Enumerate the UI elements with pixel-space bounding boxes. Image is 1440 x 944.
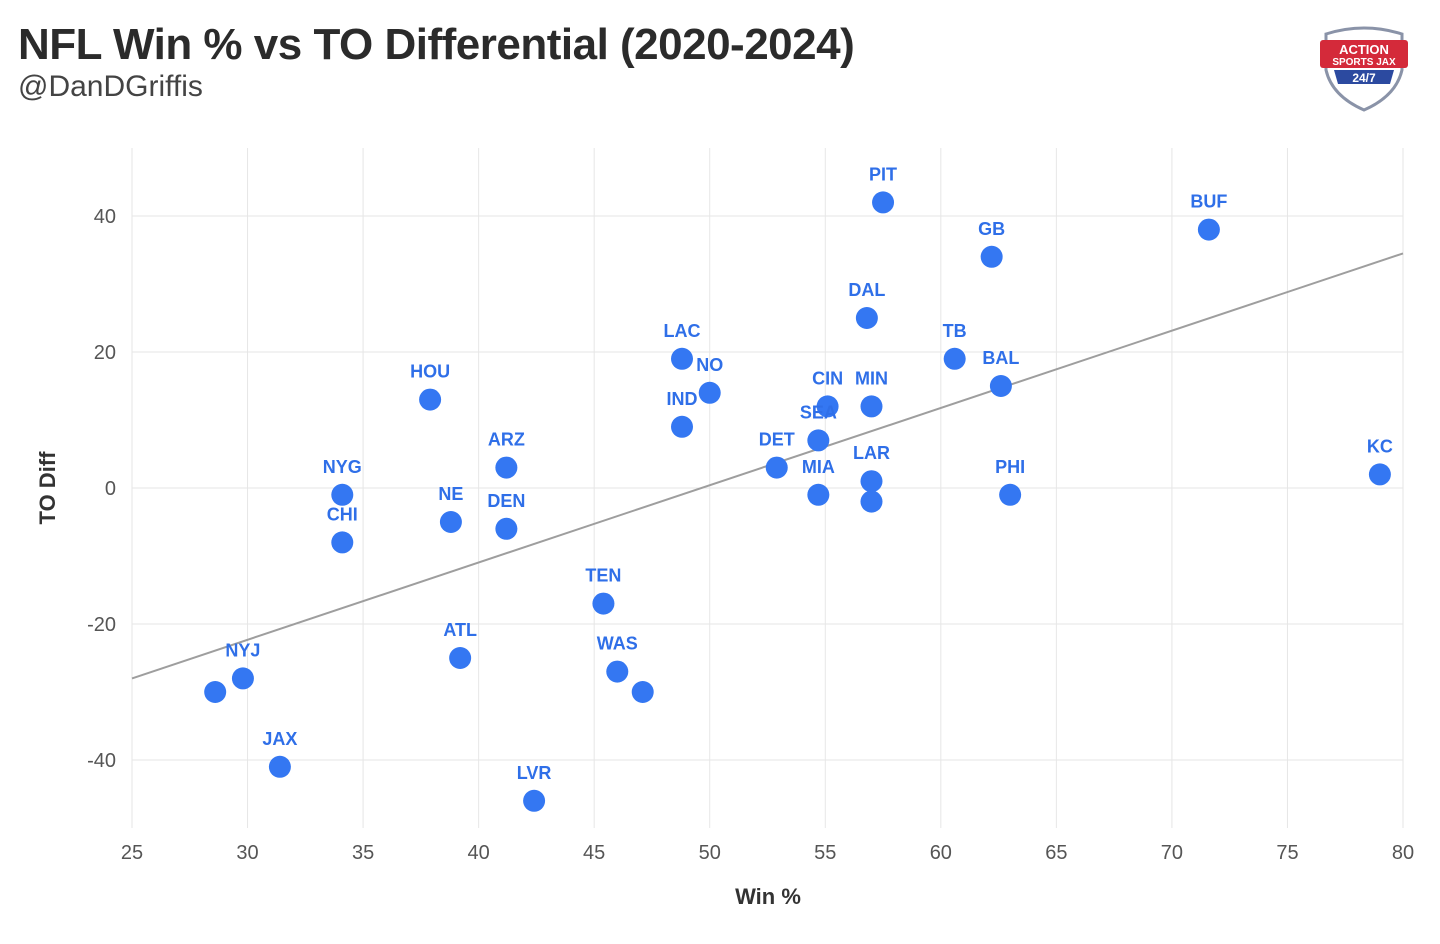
axis-ticks: 25 30 35 40 45 50 55 60 65 70 75 80 -40 -20 0 20 40 (87, 206, 1414, 864)
y-tick-label: 40 (94, 206, 116, 228)
point-label: NYJ (225, 640, 260, 660)
point-label: NYG (323, 457, 362, 477)
point-label: IND (666, 389, 697, 409)
data-point (449, 647, 472, 669)
point-label: CHI (327, 504, 358, 524)
data-point (816, 395, 839, 418)
point-label: DEN (487, 491, 525, 511)
x-tick-label: 55 (814, 842, 836, 864)
data-point (592, 592, 615, 615)
x-tick-label: 75 (1276, 842, 1298, 864)
data-points (204, 191, 1391, 812)
point-label: HOU (410, 362, 450, 382)
data-point (268, 755, 291, 778)
point-label: GB (978, 219, 1005, 239)
chart-subtitle: @DanDGriffis (18, 70, 203, 103)
point-label: MIA (802, 457, 835, 477)
x-tick-label: 65 (1045, 842, 1067, 864)
y-tick-label: 0 (105, 478, 116, 500)
point-label: TB (943, 321, 967, 341)
point-label: LAR (853, 443, 890, 463)
data-point (523, 789, 546, 812)
point-label: JAX (262, 729, 297, 749)
data-point (1368, 463, 1391, 486)
data-point (331, 531, 354, 554)
y-tick-label: 20 (94, 342, 116, 364)
point-label: PIT (869, 164, 897, 184)
point-label: LVR (517, 763, 552, 783)
point-label: NE (438, 484, 463, 504)
point-label: BAL (982, 348, 1019, 368)
data-point (860, 490, 883, 513)
x-tick-label: 35 (352, 842, 374, 864)
data-point (204, 681, 227, 703)
data-point (807, 429, 830, 452)
data-point (331, 483, 354, 506)
point-label: SEA (800, 402, 837, 422)
x-axis-label: Win % (735, 884, 801, 909)
point-label: NO (696, 355, 723, 375)
logo-line-1: ACTION (1339, 42, 1389, 57)
logo-line-3: 24/7 (1352, 71, 1376, 85)
point-label: ARZ (488, 430, 525, 450)
data-point (765, 456, 788, 479)
data-point (872, 191, 895, 214)
action-sports-jax-logo: ACTION SPORTS JAX 24/7 (1320, 26, 1408, 112)
x-tick-label: 50 (699, 842, 721, 864)
x-tick-label: 30 (236, 842, 258, 864)
logo-banner (1320, 40, 1408, 68)
data-point (606, 660, 629, 683)
data-point (807, 483, 830, 506)
x-tick-label: 80 (1392, 842, 1414, 864)
data-point (999, 483, 1022, 506)
data-point (855, 307, 878, 329)
x-tick-label: 60 (930, 842, 952, 864)
data-point (439, 511, 462, 533)
data-point (860, 395, 883, 418)
logo-lower-band (1334, 70, 1394, 84)
y-tick-label: -20 (87, 614, 116, 636)
data-point (670, 415, 693, 438)
point-label: CIN (812, 368, 843, 388)
data-point (943, 347, 966, 370)
x-tick-label: 40 (468, 842, 490, 864)
point-label: ATL (443, 620, 477, 640)
data-point (860, 470, 883, 493)
logo-line-2: SPORTS JAX (1332, 57, 1396, 68)
x-tick-label: 45 (583, 842, 605, 864)
point-label: KC (1367, 436, 1393, 456)
data-point (1197, 218, 1220, 241)
point-label: WAS (597, 634, 638, 654)
y-tick-label: -40 (87, 750, 116, 772)
point-label: LAC (663, 321, 700, 341)
data-point (698, 381, 721, 404)
x-tick-label: 70 (1161, 842, 1183, 864)
point-label: PHI (995, 457, 1025, 477)
data-point (495, 456, 518, 479)
data-point (989, 375, 1012, 397)
point-label: MIN (855, 368, 888, 388)
data-point (670, 347, 693, 370)
data-point (980, 245, 1003, 268)
data-point (631, 681, 654, 703)
x-tick-label: 25 (121, 842, 143, 864)
point-label: DET (759, 430, 795, 450)
data-point (231, 667, 254, 690)
data-point (495, 517, 518, 540)
point-label: DAL (848, 280, 885, 300)
chart-title: NFL Win % vs TO Differential (2020-2024) (18, 20, 855, 69)
point-label: TEN (585, 566, 621, 586)
y-axis-label: TO Diff (35, 451, 60, 525)
data-point (419, 388, 442, 411)
grid-lines (131, 148, 1404, 828)
point-label: BUF (1190, 192, 1227, 212)
